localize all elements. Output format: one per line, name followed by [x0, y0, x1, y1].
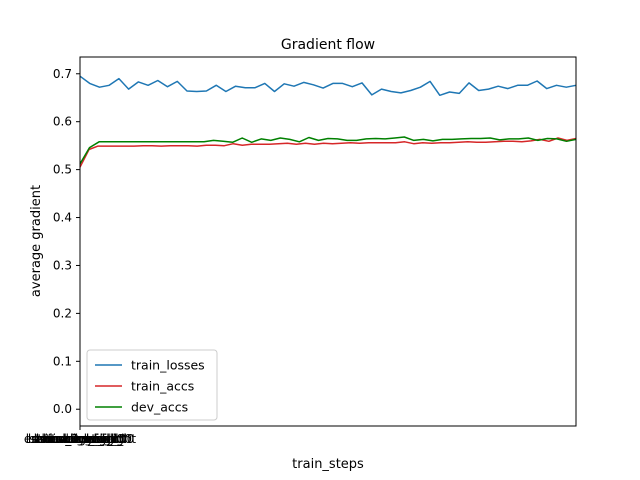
x-tick-label: embedding.weight: [24, 432, 136, 446]
series-line-train-losses: [79, 75, 577, 97]
y-axis: 0.0 0.1 0.2 0.3 0.4 0.5 0.6 0.7: [53, 67, 80, 416]
x-tick-label: conv_2.weight: [37, 432, 124, 446]
y-axis-label: average gradient: [29, 185, 44, 297]
y-tick-label: 0.1: [53, 354, 72, 368]
y-tick-label: 0.6: [53, 115, 72, 129]
x-tick-label: linear.bias: [49, 432, 110, 446]
y-tick-label: 0.7: [53, 67, 72, 81]
legend-label: train_accs: [131, 379, 194, 394]
x-axis: lstm.weight_ih_l0lstm.weight_hh_l0lstm.b…: [24, 426, 136, 446]
y-tick-label: 0.4: [53, 211, 72, 225]
x-tick-label: lstm.bias_hh_l0: [34, 432, 127, 446]
x-tick-label: linear.weight: [41, 432, 118, 446]
y-tick-label: 0.3: [53, 258, 72, 272]
y-tick-label: 0.0: [53, 402, 72, 416]
x-tick-label: lstm.weight_hh_l0: [26, 432, 134, 446]
legend-box: [86, 349, 218, 421]
y-tick-label: 0.2: [53, 306, 72, 320]
legend-label: dev_accs: [131, 400, 188, 415]
x-axis-label: train_steps: [292, 457, 364, 472]
legend: train_losses train_accs dev_accs: [86, 349, 218, 421]
x-tick-label: lstm.weight_ih_l0: [28, 432, 132, 446]
plot-series: [79, 75, 577, 168]
plot-frame: [79, 56, 577, 427]
series-line-train-accs: [79, 137, 577, 168]
legend-label: train_losses: [131, 358, 205, 373]
chart-title: Gradient flow: [281, 37, 375, 53]
y-tick-label: 0.5: [53, 163, 72, 177]
x-tick-label: softmax.weight: [34, 432, 127, 446]
x-tick-label: conv_1.weight: [37, 432, 124, 446]
series-line-dev-accs: [79, 136, 577, 165]
x-tick-label: lstm.bias_ih_l0: [36, 432, 124, 446]
